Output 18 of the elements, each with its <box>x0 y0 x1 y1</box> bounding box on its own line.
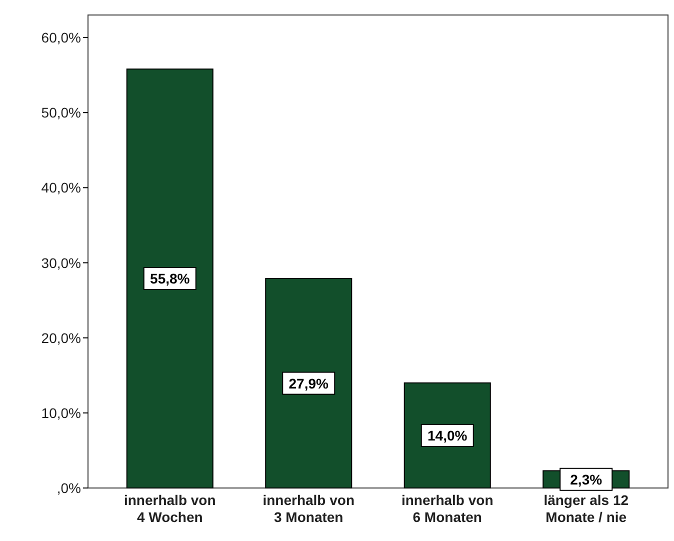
data-label: 55,8% <box>150 270 190 287</box>
x-tick-label: innerhalb von 6 Monaten <box>401 492 494 525</box>
y-tick-label: 50,0% <box>41 104 81 121</box>
y-tick-label: 60,0% <box>41 30 81 46</box>
y-tick-label: 20,0% <box>41 330 81 346</box>
x-tick-label: innerhalb von 3 Monaten <box>262 492 355 525</box>
x-tick-label: innerhalb von 4 Wochen <box>124 492 216 525</box>
bar <box>404 382 491 488</box>
data-label: 14,0% <box>428 427 468 444</box>
x-tick-label: länger als 12 Monate / nie <box>544 492 629 525</box>
y-tick-label: 40,0% <box>41 180 81 196</box>
bar <box>126 68 214 488</box>
bar <box>265 278 352 488</box>
data-label: 27,9% <box>288 375 330 392</box>
y-tick-label: 10,0% <box>41 404 81 421</box>
y-tick-label: ,0% <box>56 480 81 496</box>
data-label: 2,3% <box>570 471 603 488</box>
y-tick-label: 30,0% <box>41 254 81 271</box>
